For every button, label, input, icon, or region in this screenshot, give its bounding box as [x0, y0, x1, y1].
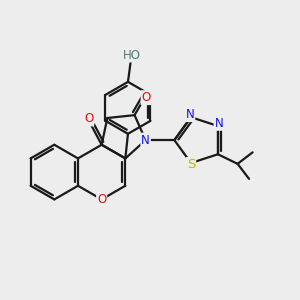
- Text: N: N: [141, 134, 150, 147]
- Text: N: N: [186, 108, 194, 121]
- Text: N: N: [214, 117, 223, 130]
- Text: HO: HO: [123, 49, 141, 62]
- Text: O: O: [142, 91, 151, 104]
- Text: S: S: [187, 158, 195, 171]
- Text: O: O: [97, 193, 106, 206]
- Text: O: O: [84, 112, 93, 125]
